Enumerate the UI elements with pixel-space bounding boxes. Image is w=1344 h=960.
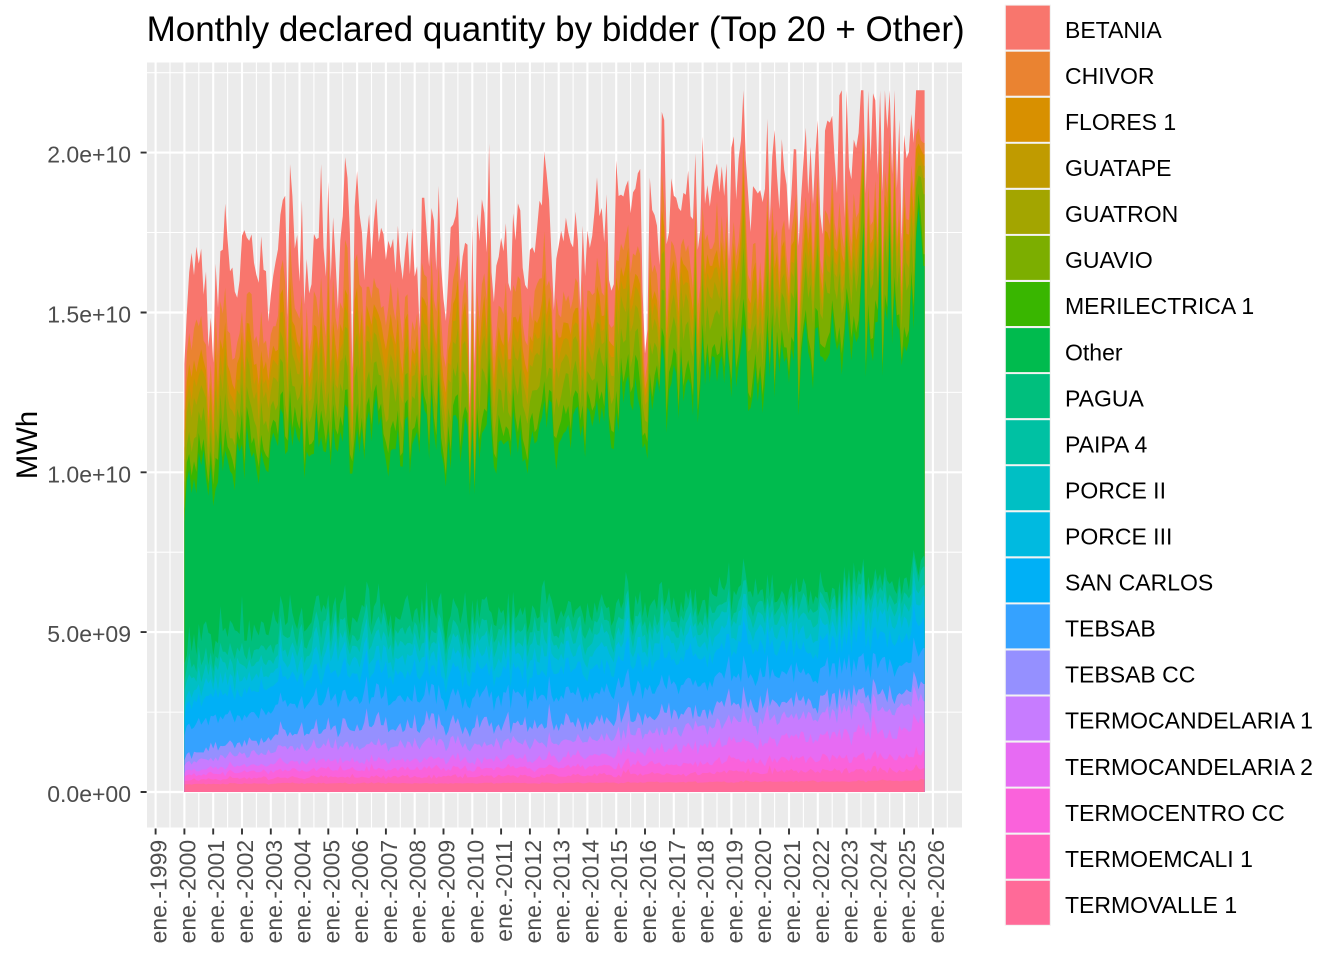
svg-text:ene.-2024: ene.-2024 [865,840,891,944]
svg-text:ene.-2007: ene.-2007 [376,840,402,944]
svg-text:PORCE III: PORCE III [1065,524,1172,550]
svg-text:TEBSAB: TEBSAB [1065,616,1156,642]
svg-text:PAIPA 4: PAIPA 4 [1065,431,1147,457]
svg-text:ene.-2006: ene.-2006 [347,840,373,944]
svg-text:TERMOCANDELARIA 1: TERMOCANDELARIA 1 [1065,708,1313,734]
svg-text:ene.-2015: ene.-2015 [606,840,632,944]
svg-text:ene.-2021: ene.-2021 [779,840,805,944]
svg-text:ene.-2012: ene.-2012 [520,840,546,944]
svg-text:ene.-2016: ene.-2016 [635,840,661,944]
svg-text:TERMOVALLE 1: TERMOVALLE 1 [1065,892,1237,918]
svg-text:ene.-2003: ene.-2003 [261,840,287,944]
svg-text:TERMOEMCALI 1: TERMOEMCALI 1 [1065,846,1253,872]
svg-text:ene.-2001: ene.-2001 [203,840,229,944]
svg-text:ene.-2009: ene.-2009 [434,840,460,944]
svg-text:ene.-2017: ene.-2017 [664,840,690,944]
svg-text:ene.-2004: ene.-2004 [290,840,316,944]
svg-text:ene.-2010: ene.-2010 [462,840,488,944]
svg-text:Other: Other [1065,339,1123,365]
svg-text:Monthly declared quantity by b: Monthly declared quantity by bidder (Top… [147,10,965,49]
svg-text:ene.-2019: ene.-2019 [721,840,747,944]
svg-text:BETANIA: BETANIA [1065,17,1162,43]
svg-text:ene.-1999: ene.-1999 [146,840,172,944]
svg-text:MWh: MWh [11,411,44,479]
svg-text:PAGUA: PAGUA [1065,385,1144,411]
svg-text:TERMOCANDELARIA 2: TERMOCANDELARIA 2 [1065,754,1313,780]
svg-text:ene.-2025: ene.-2025 [894,840,920,944]
svg-text:ene.-2020: ene.-2020 [750,840,776,944]
svg-text:GUATRON: GUATRON [1065,201,1178,227]
svg-text:FLORES 1: FLORES 1 [1065,109,1176,135]
svg-text:1.5e+10: 1.5e+10 [47,302,131,328]
svg-text:0.0e+00: 0.0e+00 [47,781,131,807]
svg-text:5.0e+09: 5.0e+09 [47,621,131,647]
svg-text:TERMOCENTRO CC: TERMOCENTRO CC [1065,800,1285,826]
svg-text:TEBSAB CC: TEBSAB CC [1065,662,1195,688]
svg-text:ene.-2022: ene.-2022 [808,840,834,944]
svg-text:ene.-2000: ene.-2000 [174,840,200,944]
svg-text:ene.-2018: ene.-2018 [693,840,719,944]
svg-text:ene.-2005: ene.-2005 [318,840,344,944]
svg-text:PORCE II: PORCE II [1065,477,1166,503]
svg-text:CHIVOR: CHIVOR [1065,63,1154,89]
svg-text:GUAVIO: GUAVIO [1065,247,1153,273]
svg-text:MERILECTRICA 1: MERILECTRICA 1 [1065,293,1254,319]
svg-text:GUATAPE: GUATAPE [1065,155,1172,181]
svg-text:1.0e+10: 1.0e+10 [47,461,131,487]
svg-text:ene.-2002: ene.-2002 [232,840,258,944]
svg-text:SAN CARLOS: SAN CARLOS [1065,570,1213,596]
svg-text:ene.-2014: ene.-2014 [577,840,603,944]
svg-text:ene.-2026: ene.-2026 [923,840,949,944]
svg-text:ene.-2011: ene.-2011 [491,840,517,942]
svg-text:ene.-2023: ene.-2023 [837,840,863,944]
svg-text:ene.-2013: ene.-2013 [549,840,575,944]
svg-text:ene.-2008: ene.-2008 [405,840,431,944]
svg-text:2.0e+10: 2.0e+10 [47,142,131,168]
